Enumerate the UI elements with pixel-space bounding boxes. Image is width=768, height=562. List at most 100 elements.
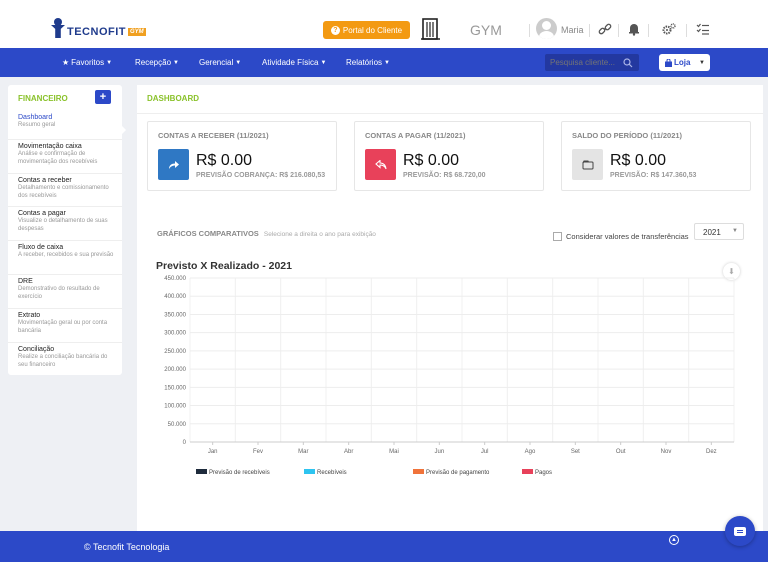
x-tick-label: Dez [706,449,717,455]
divider [137,113,763,114]
legend-label: Previsão de recebíveis [209,470,270,476]
legend-swatch [413,469,424,474]
year-select[interactable]: 2021 ▼ [694,223,744,240]
sidebar-item-fluxo-de-caixa[interactable]: Fluxo de caixa A receber, recebidos e su… [8,240,122,259]
sidebar-item-desc: Realize a conciliação bancária do seu fi… [18,354,108,368]
chart-area: 0 50.000 100.000 150.000 200.000 250.000 300.0… [164,276,735,476]
y-tick-label: 100.000 [164,404,186,410]
search-input[interactable] [545,54,639,71]
sidebar-item-movimentacao-caixa[interactable]: Movimentação caixa Análise e confirmação… [8,139,122,166]
x-tick-label: Jul [481,449,489,455]
logo-text: TECNOFIT [67,26,126,38]
x-tick-label: Jan [208,449,218,455]
y-tick-label: 300.000 [164,331,186,337]
gears-icon[interactable] [662,22,676,36]
sidebar-item-dre[interactable]: DRE Demonstrativo do resultado de exercí… [8,274,122,301]
logo-badge: GYM [128,28,146,36]
chevron-up-icon[interactable]: ▲ [669,535,679,545]
graphs-hint: Selecione a direita o ano para exibição [263,231,376,238]
divider [589,24,590,37]
card-contas-a-pagar: CONTAS A PAGAR (11/2021) R$ 0.00 PREVISÃ… [354,121,544,191]
sidebar-item-contas-a-pagar[interactable]: Contas a pagar Visualize o detalhamento … [8,206,122,233]
transfers-label[interactable]: Considerar valores de transferências [566,232,689,241]
nav-gerencial[interactable]: Gerencial ▼ [199,58,241,67]
sidebar-title: FINANCEIRO [18,94,68,103]
link-icon[interactable] [598,22,612,36]
nav-label: Favoritos [71,58,105,67]
x-tick-label: Fev [253,449,263,455]
transfers-checkbox[interactable] [553,232,562,241]
sidebar-item-desc: Demonstrativo do resultado de exercício [18,286,100,300]
nav-relatorios[interactable]: Relatórios ▼ [346,58,390,67]
card-forecast: PREVISÃO COBRANÇA: R$ 216.080,53 [196,172,326,179]
sidebar-item-title: Dashboard [18,114,53,121]
sidebar-item-dashboard[interactable]: Dashboard Resumo geral [8,114,122,129]
chevron-down-icon: ▼ [173,59,179,66]
nav-bar: ★ Favoritos ▼ Recepção ▼ Gerencial ▼ Ati… [0,48,768,77]
legend-swatch [522,469,533,474]
sidebar-item-desc: A receber, recebidos e sua previsão [18,252,114,258]
sidebar-item-title: Conciliação [18,346,55,353]
nav-favoritos[interactable]: ★ Favoritos ▼ [62,58,112,67]
divider [618,24,619,37]
nav-label: Gerencial [199,58,234,67]
y-tick-label: 350.000 [164,312,186,318]
card-contas-a-receber: CONTAS A RECEBER (11/2021) R$ 0.00 PREVI… [147,121,337,191]
sidebar-item-contas-a-receber[interactable]: Contas a receber Detalhamento e comissio… [8,173,122,200]
y-tick-label: 0 [183,440,187,446]
sidebar-item-extrato[interactable]: Extrato Movimentação geral ou por conta … [8,308,122,335]
search-icon[interactable] [623,58,633,68]
nav-label: Recepção [135,58,172,67]
divider [529,24,530,37]
chat-icon [734,526,746,536]
y-tick-label: 450.000 [164,276,186,282]
sidebar-item-title: Extrato [18,312,41,319]
reply-icon [365,149,396,180]
sidebar-item-conciliacao[interactable]: Conciliação Realize a conciliação bancár… [8,342,122,369]
logo[interactable]: TECNOFIT GYM [51,18,146,38]
chat-button[interactable] [725,516,755,546]
sidebar-item-desc: Resumo geral [18,122,56,128]
x-tick-label: Abr [344,449,353,455]
bell-icon[interactable] [627,22,641,36]
sidebar-item-title: DRE [18,278,33,285]
sidebar-item-desc: Análise e confirmação de movimentação do… [18,151,98,165]
active-pointer [120,124,126,136]
x-tick-label: Nov [661,449,672,455]
divider [648,24,649,37]
main-panel: DASHBOARD CONTAS A RECEBER (11/2021) R$ … [137,85,763,531]
tasks-icon[interactable] [696,22,710,36]
x-tick-label: Out [616,449,626,455]
nav-label: Relatórios [346,58,383,67]
y-tick-label: 50.000 [168,422,187,428]
sidebar-item-desc: Detalhamento e comissionamento dos receb… [18,185,109,199]
star-icon: ★ [62,58,70,67]
x-tick-label: Jun [434,449,444,455]
x-tick-label: Mar [298,449,308,455]
sidebar-item-title: Movimentação caixa [18,143,82,150]
question-icon: ? [330,25,340,35]
user-name[interactable]: Maria [561,25,584,35]
nav-atividade-fisica[interactable]: Atividade Física ▼ [262,58,326,67]
footer-text: © Tecnofit Tecnologia [84,542,170,552]
store-select[interactable]: Loja ▼ [659,54,710,71]
nav-recepcao[interactable]: Recepção ▼ [135,58,179,67]
chevron-down-icon: ▼ [732,228,738,234]
card-forecast: PREVISÃO: R$ 68.720,00 [403,172,486,179]
graphs-title: GRÁFICOS COMPARATIVOS [157,229,259,238]
y-tick-label: 400.000 [164,294,186,300]
card-title: SALDO DO PERÍODO (11/2021) [572,131,683,140]
card-saldo-do-periodo: SALDO DO PERÍODO (11/2021) R$ 0.00 PREVI… [561,121,751,191]
sidebar-item-title: Contas a receber [18,177,72,184]
sidebar-item-desc: Visualize o detalhamento de suas despesa… [18,218,108,232]
sidebar-item-title: Fluxo de caixa [18,244,64,251]
y-tick-label: 200.000 [164,367,186,373]
card-forecast: PREVISÃO: R$ 147.360,53 [610,172,697,179]
avatar[interactable] [536,18,557,39]
portal-do-cliente-button[interactable]: ? Portal do Cliente [323,21,410,39]
legend-label: Pagos [535,470,552,476]
download-icon[interactable]: ⬇ [723,263,740,280]
chevron-down-icon: ▼ [384,59,390,66]
add-button[interactable]: + [95,90,111,104]
wallet-icon [572,149,603,180]
